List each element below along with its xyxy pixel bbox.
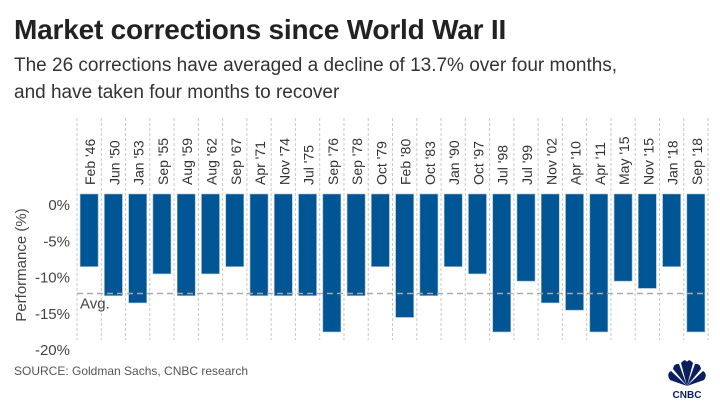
x-tick-label: Jan '53 [131,140,147,185]
bar-14 [419,193,439,296]
bar-2 [128,193,147,304]
y-tick-label: -15% [35,306,70,323]
bar-8 [273,193,293,296]
bar-18 [516,193,536,282]
x-tick-label: Nov '74 [276,138,292,185]
y-tick-label: -10% [35,270,70,287]
x-tick-label: Sep '76 [325,138,341,185]
chart-subtitle-line2: and have taken four months to recover [14,82,340,103]
bar-20 [565,193,584,311]
bar-23 [638,193,657,289]
x-tick-label: Aug '59 [179,138,195,185]
bar-6 [225,193,245,267]
x-tick-label: Jul '98 [495,145,511,185]
bar-21 [589,193,609,333]
y-tick-label: 0% [48,197,70,214]
x-tick-label: Oct '97 [470,141,486,185]
bar-15 [443,193,463,267]
bar-5 [201,193,220,275]
x-tick-label: Jan '18 [665,140,681,185]
bar-12 [371,193,390,267]
y-axis-label: Performance (%) [13,208,30,321]
x-tick-label: Jan '90 [446,140,462,185]
x-tick-label: Apr '71 [252,141,268,185]
cnbc-peacock-logo: CNBC [668,360,706,400]
x-tick-label: Feb '80 [398,139,414,185]
x-tick-label: Aug '62 [203,138,219,185]
x-tick-label: Sep '18 [689,138,705,185]
x-tick-label: Sep '67 [228,138,244,185]
y-tick-label: -20% [35,342,70,359]
average-label: Avg. [80,295,110,312]
source-note: SOURCE: Goldman Sachs, CNBC research [14,364,249,378]
bar-11 [346,193,366,296]
x-tick-label: Nov '15 [640,138,656,185]
x-tick-label: Sep '78 [349,138,365,185]
x-tick-label: Sep '55 [155,138,171,185]
bar-17 [492,193,512,333]
y-tick-label: -5% [43,233,70,250]
bar-0 [79,193,99,267]
svg-text:CNBC: CNBC [673,390,702,400]
x-tick-label: Oct '83 [422,141,438,185]
x-tick-label: Apr '11 [592,142,608,185]
bar-25 [686,193,706,333]
x-tick-label: Jul '75 [301,145,317,185]
bar-9 [298,193,317,296]
bar-1 [104,193,123,296]
bar-3 [152,193,172,275]
x-tick-label: Jun '50 [106,140,122,185]
bar-22 [613,193,633,282]
x-tick-label: May '15 [616,136,632,185]
x-tick-label: Apr '10 [568,141,584,185]
x-tick-label: Feb '46 [82,139,98,185]
x-tick-label: Jul '99 [519,145,535,185]
bar-10 [322,193,342,333]
x-tick-label: Oct '79 [373,141,389,185]
x-tick-label: Nov '02 [543,138,559,185]
chart-subtitle-line1: The 26 corrections have averaged a decli… [14,55,618,76]
bar-16 [468,193,487,275]
bar-13 [395,193,414,318]
bar-24 [662,193,681,267]
bar-19 [540,193,560,304]
bar-4 [176,193,196,296]
chart-title: Market corrections since World War II [14,14,507,45]
bar-7 [249,193,269,296]
